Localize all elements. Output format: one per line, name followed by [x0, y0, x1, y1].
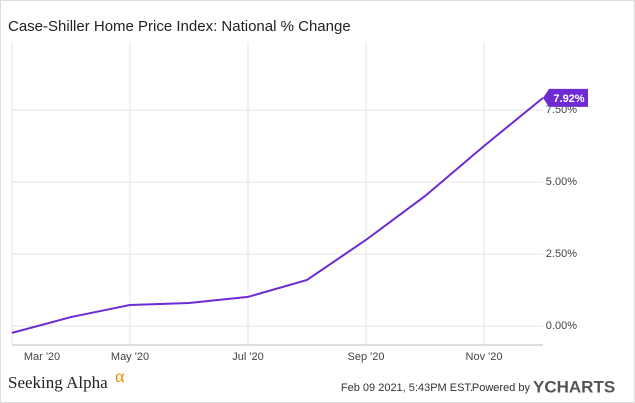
y-tick-label: 2.50%	[546, 248, 577, 260]
x-tick-label: Mar '20	[24, 351, 60, 363]
line	[11, 97, 544, 334]
y-tick-label: 5.00%	[546, 176, 577, 188]
value-label-badge	[543, 88, 588, 107]
x-tick-label: Nov '20	[466, 351, 503, 363]
brand: YCHARTS	[533, 377, 615, 396]
x-tick-label: Sep '20	[348, 351, 385, 363]
x-tick-label: Jul '20	[232, 351, 263, 363]
y-tick-label: 0.00%	[546, 320, 577, 332]
timestamp: Feb 09 2021, 5:43PM EST.	[341, 382, 473, 394]
x-tick-label: May '20	[111, 351, 149, 363]
source: Seeking Alpha	[8, 373, 108, 392]
y-tick-label: 7.50%	[546, 104, 577, 116]
value-label: 7.92%	[553, 93, 584, 105]
logo-mark: α	[115, 366, 125, 386]
powered-by: Powered by	[472, 382, 531, 394]
chart-title: Case-Shiller Home Price Index: National …	[8, 18, 351, 35]
